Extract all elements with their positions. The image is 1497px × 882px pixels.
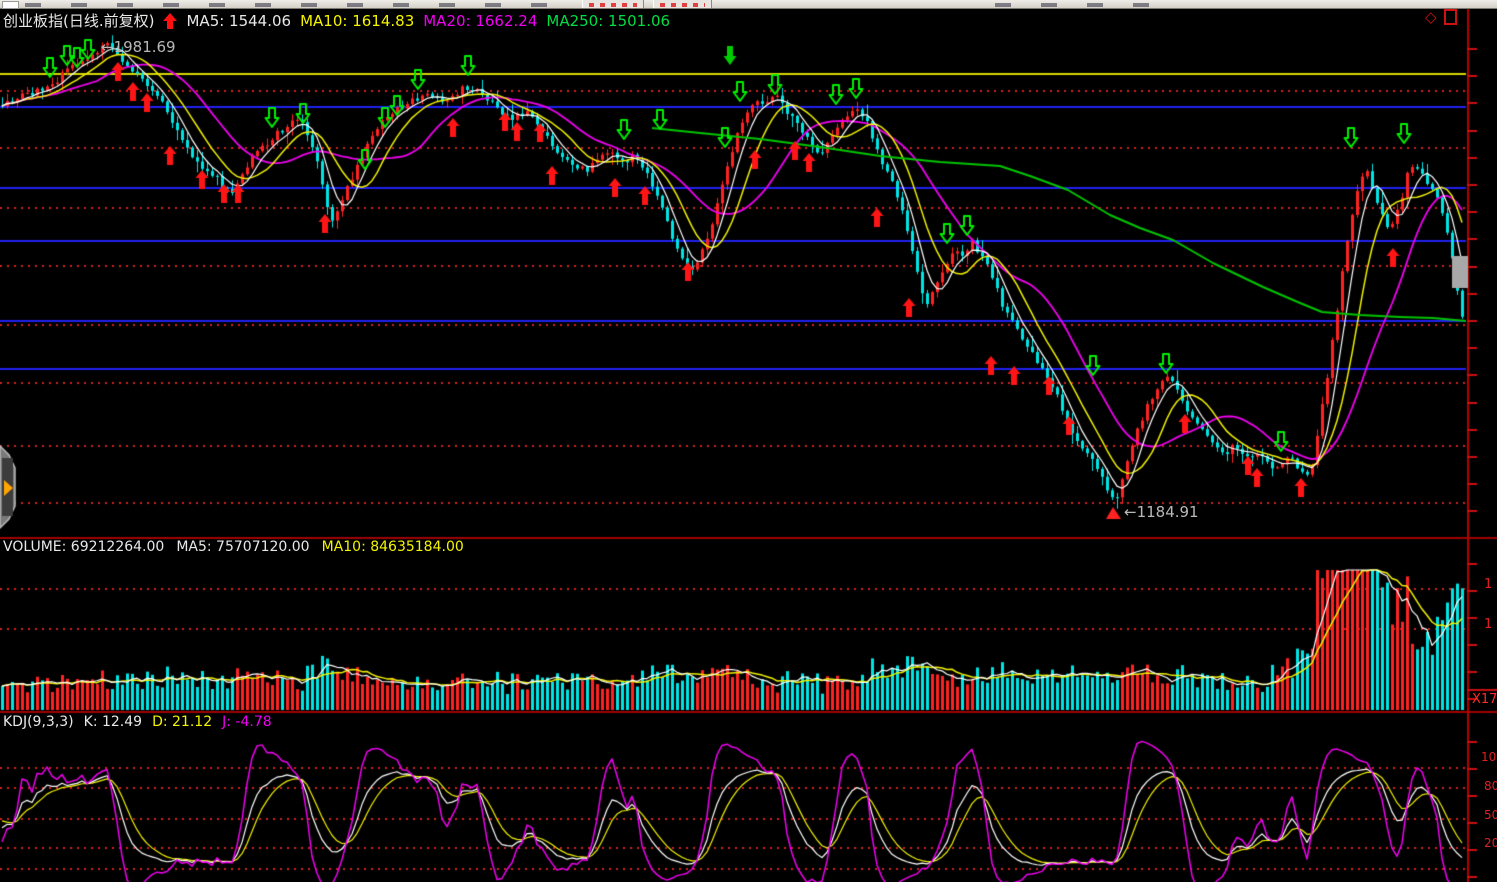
menu-items-stub-right[interactable] (995, 3, 1160, 7)
menu-red-button-2[interactable] (653, 0, 712, 8)
diamond-icon[interactable]: ◇ (1425, 8, 1437, 26)
menu-bar[interactable] (0, 0, 1497, 9)
red-text-stub (589, 3, 637, 7)
maximize-pane-icon[interactable] (1443, 9, 1457, 25)
menu-items-stub[interactable] (25, 3, 565, 7)
pane-controls: ◇ (1425, 9, 1457, 25)
red-text-stub (660, 3, 705, 7)
app-logo-icon[interactable] (2, 1, 19, 9)
menu-red-button-1[interactable] (582, 0, 644, 8)
